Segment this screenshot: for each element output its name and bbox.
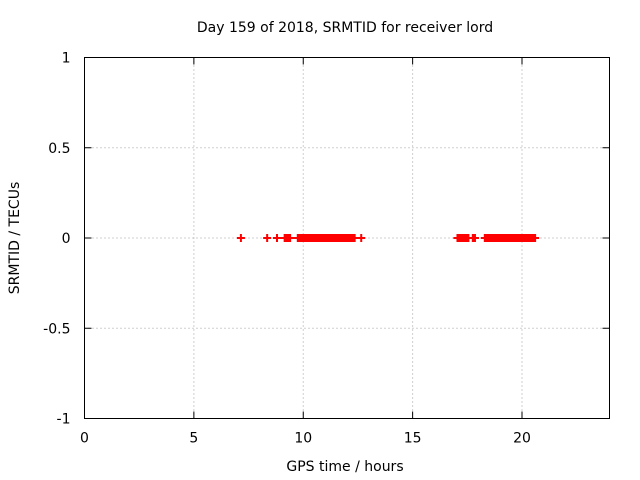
data-point xyxy=(286,234,295,242)
data-point xyxy=(263,234,272,242)
x-axis-label: GPS time / hours xyxy=(286,459,403,475)
data-point xyxy=(531,234,540,242)
plot-frame xyxy=(84,57,610,419)
data-point xyxy=(357,234,366,242)
y-axis-label: SRMTID / TECUs xyxy=(7,182,23,295)
tick-labels: 0 5 10 15 20 -1 -0.5 0 0.5 1 xyxy=(43,51,531,447)
x-tick-label: 10 xyxy=(294,431,312,447)
y-tick-label: 1 xyxy=(62,51,71,67)
y-tick-label: -1 xyxy=(57,412,71,428)
x-tick-label: 15 xyxy=(404,431,422,447)
x-tick-label: 20 xyxy=(513,431,531,447)
y-tick-label: 0.5 xyxy=(48,141,70,157)
y-tick-label: -0.5 xyxy=(43,321,70,337)
x-tick-label: 0 xyxy=(80,431,89,447)
data-points xyxy=(236,234,540,242)
data-point xyxy=(273,234,281,242)
data-point xyxy=(470,234,479,242)
y-tick-label: 0 xyxy=(62,231,71,247)
x-tick-label: 5 xyxy=(189,431,198,447)
data-point xyxy=(236,234,245,242)
chart-title: Day 159 of 2018, SRMTID for receiver lor… xyxy=(197,20,493,36)
